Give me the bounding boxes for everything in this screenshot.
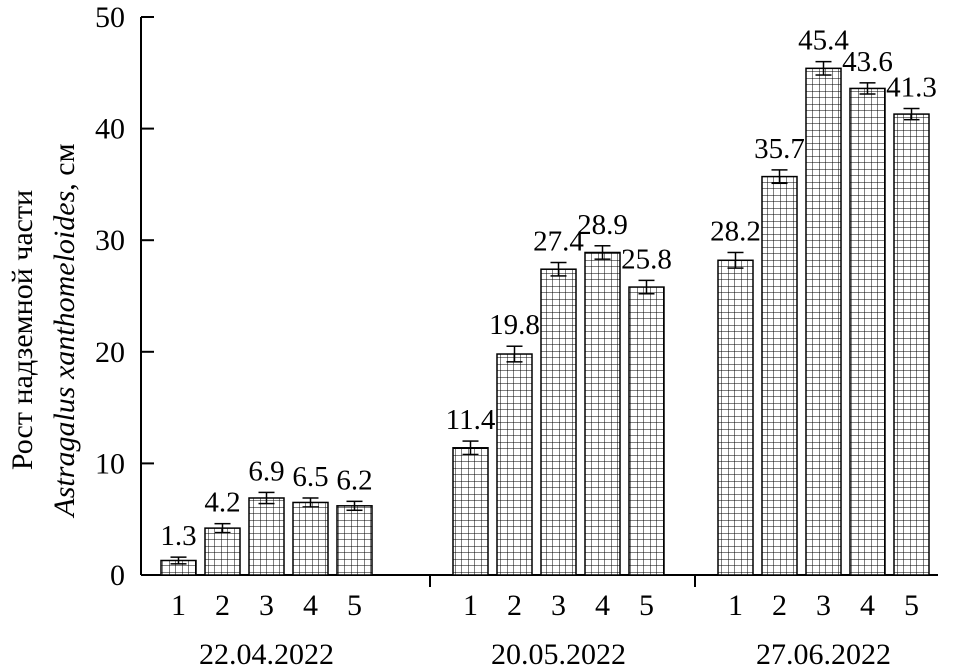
group-labels: 22.04.2022 20.05.2022 27.06.2022 [199, 638, 891, 671]
y-tick-label: 10 [95, 447, 125, 480]
error-bar [903, 107, 920, 121]
x-category-label: 3 [551, 589, 566, 622]
error-bar [346, 500, 363, 512]
bar-value-label: 19.8 [489, 309, 540, 341]
bar-value-label: 35.7 [754, 133, 805, 165]
bar-value-label: 28.2 [710, 215, 761, 247]
bar-labels: 1.34.26.9 6.5 6.2 11.4 19.8 27.428.925.8 28.2 3… [160, 25, 937, 553]
error-bar [462, 440, 479, 456]
bar [292, 501, 329, 576]
y-axis-label-line2: Astragalus xanthomeloides, см [48, 143, 81, 518]
x-category-label: 3 [816, 589, 831, 622]
bar [452, 447, 489, 576]
x-category-label: 4 [860, 589, 875, 622]
bar [717, 259, 754, 576]
x-category-label: 1 [463, 589, 478, 622]
y-tick-label: 0 [110, 559, 125, 592]
bar-value-label: 28.9 [577, 209, 628, 241]
error-bar [727, 251, 744, 269]
error-bar [258, 491, 275, 505]
error-bar [859, 82, 876, 95]
x-category-label: 4 [303, 589, 318, 622]
bar-value-label: 11.4 [446, 404, 496, 436]
bar [893, 113, 930, 576]
x-category-label: 2 [507, 589, 522, 622]
bar-value-label: 41.3 [886, 72, 937, 104]
error-bar [506, 345, 523, 363]
x-group-label: 20.05.2022 [491, 638, 626, 671]
bar [204, 527, 241, 576]
bar [849, 87, 886, 576]
error-bar [170, 556, 187, 565]
x-category-label: 2 [772, 589, 787, 622]
bar [628, 286, 665, 576]
bar-value-label: 43.6 [842, 46, 893, 78]
error-bar [550, 261, 567, 277]
bar [805, 67, 842, 576]
y-tick-label: 30 [95, 224, 125, 257]
y-tick-label: 40 [95, 113, 125, 146]
y-axis-label: Рост надземной части Astragalus xanthome… [6, 143, 81, 518]
bar [248, 497, 285, 576]
bar-value-label: 1.3 [160, 520, 196, 552]
x-category-label: 1 [728, 589, 743, 622]
error-bar [771, 169, 788, 185]
x-category-label: 3 [259, 589, 274, 622]
y-axis-label-species: Astragalus xanthomeloides [48, 191, 81, 519]
error-bar [214, 522, 231, 534]
y-tick-label: 50 [95, 1, 125, 34]
y-axis-label-line1: Рост надземной части [6, 190, 39, 470]
y-tick-label: 20 [95, 336, 125, 369]
x-category-label: 2 [215, 589, 230, 622]
y-axis-label-unit: , см [48, 143, 81, 190]
bar-value-label: 6.9 [248, 455, 284, 487]
error-bar [815, 60, 832, 76]
bar [336, 505, 373, 576]
bar-value-label: 6.5 [292, 461, 328, 493]
x-category-label: 1 [171, 589, 186, 622]
bar-value-label: 6.2 [336, 464, 372, 496]
x-category-label: 5 [904, 589, 919, 622]
x-category-label: 4 [595, 589, 610, 622]
bar-value-label: 45.4 [798, 25, 849, 57]
bars [160, 60, 930, 576]
error-bar [638, 279, 655, 295]
bar-value-label: 25.8 [621, 243, 672, 275]
x-category-label: 5 [639, 589, 654, 622]
x-group-label: 22.04.2022 [199, 638, 334, 671]
x-category-label: 5 [347, 589, 362, 622]
bar [761, 175, 798, 576]
bar [584, 251, 621, 576]
y-axis: 0 10 20 30 40 50 [95, 1, 154, 592]
bar-value-label: 27.4 [533, 226, 584, 258]
bar [540, 268, 577, 576]
bar [496, 353, 533, 576]
error-bar [302, 497, 319, 508]
x-group-label: 27.06.2022 [756, 638, 891, 671]
bar-value-label: 4.2 [204, 487, 240, 519]
error-bar [594, 245, 611, 260]
